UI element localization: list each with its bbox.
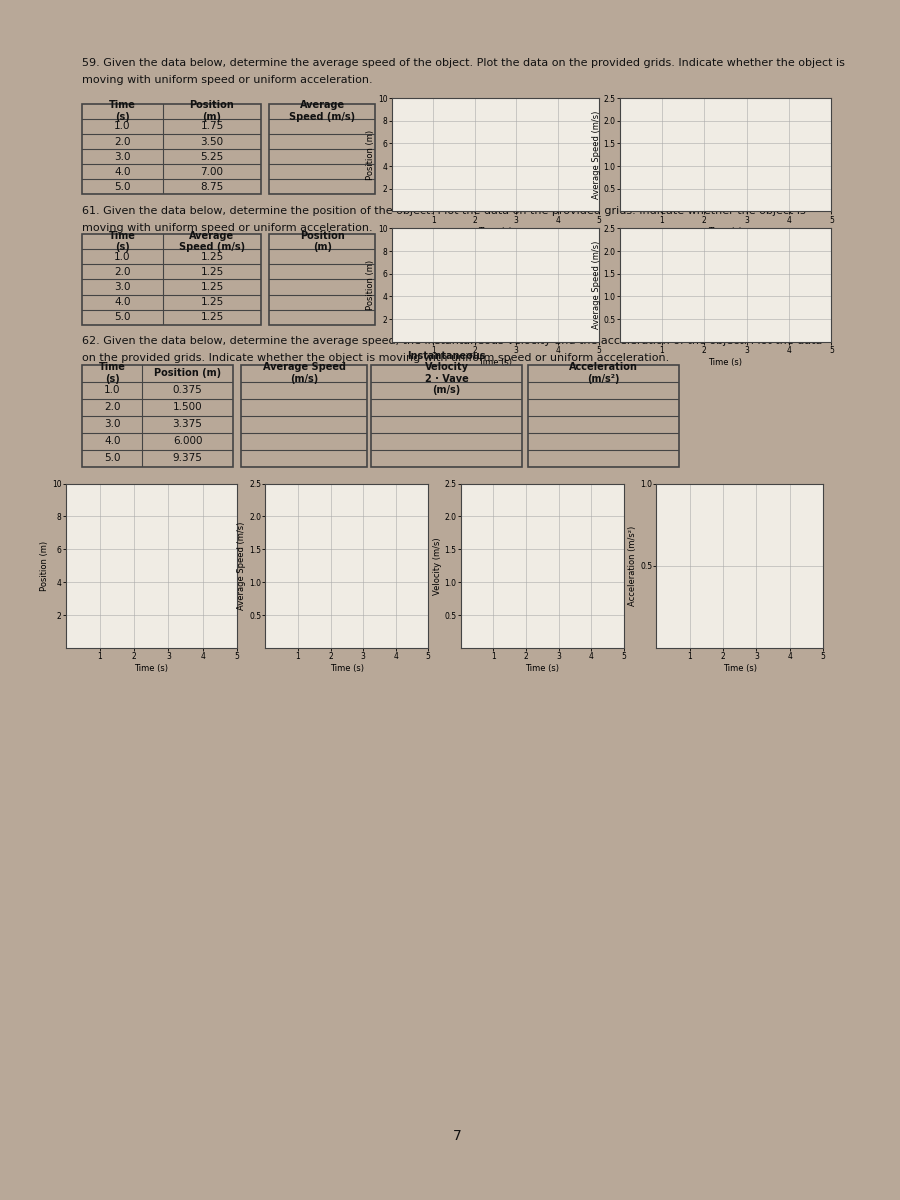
Text: 5.25: 5.25 xyxy=(201,151,223,162)
Text: 1.25: 1.25 xyxy=(201,298,223,307)
Text: moving with uniform speed or uniform acceleration.: moving with uniform speed or uniform acc… xyxy=(82,223,373,233)
Text: 2.0: 2.0 xyxy=(114,137,130,146)
Text: 62. Given the data below, determine the average speed, the instantaneous velocit: 62. Given the data below, determine the … xyxy=(82,336,823,346)
Text: Position
(m): Position (m) xyxy=(190,101,234,122)
Text: 5.0: 5.0 xyxy=(114,312,130,323)
Y-axis label: Average Speed (m/s): Average Speed (m/s) xyxy=(591,241,600,329)
Text: 0.375: 0.375 xyxy=(173,385,202,395)
Text: Time
(s): Time (s) xyxy=(99,362,126,384)
Text: 1.0: 1.0 xyxy=(104,385,121,395)
X-axis label: Time (s): Time (s) xyxy=(708,358,742,367)
Text: moving with uniform speed or uniform acceleration.: moving with uniform speed or uniform acc… xyxy=(82,76,373,85)
X-axis label: Time (s): Time (s) xyxy=(134,664,168,673)
Text: 3.50: 3.50 xyxy=(201,137,223,146)
Text: 1.75: 1.75 xyxy=(201,121,223,131)
Text: Acceleration
(m/s²): Acceleration (m/s²) xyxy=(570,362,638,384)
Text: Time
(s): Time (s) xyxy=(109,101,136,122)
Text: 3.0: 3.0 xyxy=(114,151,130,162)
Text: 1.25: 1.25 xyxy=(201,266,223,277)
Y-axis label: Average Speed (m/s): Average Speed (m/s) xyxy=(238,522,247,610)
Text: 5.0: 5.0 xyxy=(114,182,130,192)
X-axis label: Time (s): Time (s) xyxy=(526,664,559,673)
Text: Average
Speed (m/s): Average Speed (m/s) xyxy=(179,230,245,252)
Text: 7: 7 xyxy=(453,1129,461,1142)
Text: on the provided grids. Indicate whether the object is moving with uniform speed : on the provided grids. Indicate whether … xyxy=(82,353,670,364)
Text: 9.375: 9.375 xyxy=(173,454,202,463)
Y-axis label: Acceleration (m/s²): Acceleration (m/s²) xyxy=(628,526,637,606)
X-axis label: Time (s): Time (s) xyxy=(479,227,512,236)
Text: 8.75: 8.75 xyxy=(201,182,223,192)
Text: 1.0: 1.0 xyxy=(114,121,130,131)
Text: 4.0: 4.0 xyxy=(114,167,130,176)
Text: Position (m): Position (m) xyxy=(154,368,221,378)
Text: 4.0: 4.0 xyxy=(114,298,130,307)
Text: Position
(m): Position (m) xyxy=(300,230,345,252)
Text: 5.0: 5.0 xyxy=(104,454,121,463)
Text: Average Speed
(m/s): Average Speed (m/s) xyxy=(263,362,346,384)
Text: 7.00: 7.00 xyxy=(201,167,223,176)
Y-axis label: Position (m): Position (m) xyxy=(366,130,375,180)
Text: 1.25: 1.25 xyxy=(201,312,223,323)
Text: 6.000: 6.000 xyxy=(173,436,202,446)
Text: 4.0: 4.0 xyxy=(104,436,121,446)
Y-axis label: Average Speed (m/s): Average Speed (m/s) xyxy=(591,110,600,199)
Text: 59. Given the data below, determine the average speed of the object. Plot the da: 59. Given the data below, determine the … xyxy=(82,59,845,68)
Y-axis label: Position (m): Position (m) xyxy=(366,260,375,311)
Y-axis label: Velocity (m/s): Velocity (m/s) xyxy=(433,538,442,595)
Text: 3.375: 3.375 xyxy=(173,419,202,430)
Y-axis label: Position (m): Position (m) xyxy=(40,541,50,590)
Text: 61. Given the data below, determine the position of the object. Plot the data on: 61. Given the data below, determine the … xyxy=(82,205,806,216)
Text: Instantaneous
Velocity
2 · Vave
(m/s): Instantaneous Velocity 2 · Vave (m/s) xyxy=(408,350,486,396)
Text: 3.0: 3.0 xyxy=(104,419,121,430)
Text: 1.25: 1.25 xyxy=(201,252,223,262)
Text: 1.0: 1.0 xyxy=(114,252,130,262)
X-axis label: Time (s): Time (s) xyxy=(708,227,742,236)
Text: 1.25: 1.25 xyxy=(201,282,223,292)
Text: 1.500: 1.500 xyxy=(173,402,202,412)
X-axis label: Time (s): Time (s) xyxy=(723,664,757,673)
Text: Time
(s): Time (s) xyxy=(109,230,136,252)
X-axis label: Time (s): Time (s) xyxy=(479,358,512,367)
Text: 2.0: 2.0 xyxy=(104,402,121,412)
Text: 3.0: 3.0 xyxy=(114,282,130,292)
Text: Average
Speed (m/s): Average Speed (m/s) xyxy=(289,101,356,122)
X-axis label: Time (s): Time (s) xyxy=(329,664,364,673)
Text: 2.0: 2.0 xyxy=(114,266,130,277)
